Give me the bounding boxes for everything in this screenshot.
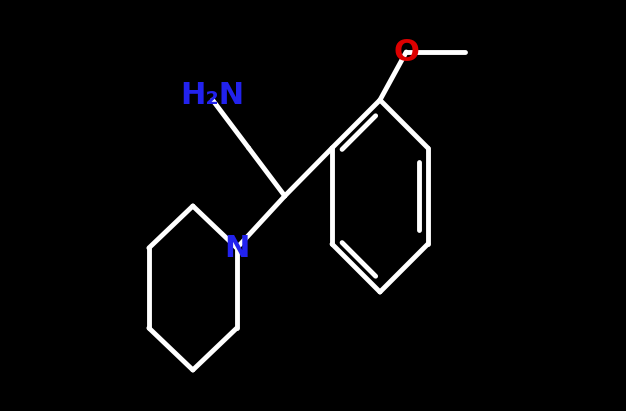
- Text: O: O: [393, 37, 419, 67]
- Text: N: N: [224, 233, 250, 263]
- Text: H₂N: H₂N: [180, 81, 245, 111]
